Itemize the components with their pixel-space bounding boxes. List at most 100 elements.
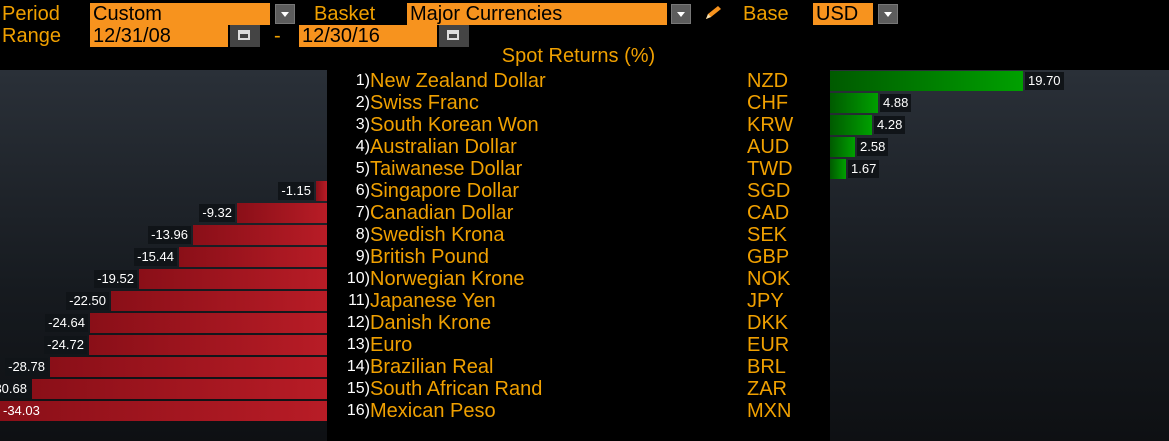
list-item[interactable]: 10) Norwegian Krone NOK [327, 268, 830, 290]
value-label: -34.03 [3, 403, 40, 418]
value-label: -9.32 [199, 204, 235, 222]
currency-name: New Zealand Dollar [370, 70, 546, 92]
value-label: -24.64 [45, 314, 88, 332]
rank-number: 4) [355, 138, 370, 155]
list-item[interactable]: 9) British Pound GBP [327, 246, 830, 268]
negative-bar [90, 313, 327, 333]
base-select[interactable]: USD [813, 3, 873, 25]
value-label: -24.72 [44, 336, 87, 354]
period-dropdown-chevron-down-icon[interactable] [275, 4, 295, 24]
currency-name: Euro [370, 334, 413, 356]
rank-number: 5) [355, 160, 370, 177]
currency-code: DKK [747, 312, 789, 334]
rank-number: 12) [346, 314, 370, 331]
rank-number: 14) [346, 358, 370, 375]
currency-code: AUD [747, 136, 790, 158]
value-label: -15.44 [134, 248, 177, 266]
value-label: 19.70 [1025, 72, 1064, 90]
list-item[interactable]: 14) Brazilian Real BRL [327, 356, 830, 378]
basket-dropdown-chevron-down-icon[interactable] [671, 4, 691, 24]
rank-number: 16) [346, 402, 370, 419]
currency-code: CHF [747, 92, 789, 114]
rank-number: 6) [355, 182, 370, 199]
currency-name: Canadian Dollar [370, 202, 514, 224]
currency-code: SGD [747, 180, 791, 202]
rank-number: 2) [355, 94, 370, 111]
period-select[interactable]: Custom [90, 3, 270, 25]
currency-code: SEK [747, 224, 788, 246]
currency-code: MXN [747, 400, 792, 422]
currency-code: JPY [747, 290, 784, 312]
list-item[interactable]: 3) South Korean Won KRW [327, 114, 830, 136]
value-label: -30.68 [0, 380, 30, 398]
rank-number: 13) [346, 336, 370, 353]
list-item[interactable]: 15) South African Rand ZAR [327, 378, 830, 400]
rank-number: 1) [355, 72, 370, 89]
list-item[interactable]: 6) Singapore Dollar SGD [327, 180, 830, 202]
positive-bar [830, 115, 872, 135]
period-label: Period [2, 3, 60, 25]
rank-number: 15) [346, 380, 370, 397]
list-item[interactable]: 13) Euro EUR [327, 334, 830, 356]
negative-bar [316, 181, 327, 201]
currency-list: 1) New Zealand Dollar NZD 2) Swiss Franc CHF 3… [327, 70, 830, 441]
currency-name: Swedish Krona [370, 224, 505, 246]
currency-code: CAD [747, 202, 790, 224]
rank-number: 7) [355, 204, 370, 221]
list-item[interactable]: 2) Swiss Franc CHF [327, 92, 830, 114]
currency-name: Mexican Peso [370, 400, 496, 422]
base-label: Base [743, 3, 789, 25]
currency-code: KRW [747, 114, 794, 136]
value-label: -1.15 [278, 182, 314, 200]
list-item[interactable]: 12) Danish Krone DKK [327, 312, 830, 334]
positive-returns-panel: 19.70 4.88 4.28 2.58 1.67 [830, 70, 1169, 441]
negative-bar [32, 379, 327, 399]
value-label: 1.67 [848, 160, 880, 178]
list-item[interactable]: 7) Canadian Dollar CAD [327, 202, 830, 224]
currency-name: Swiss Franc [370, 92, 479, 114]
value-label: -13.96 [148, 226, 191, 244]
value-label: 4.28 [874, 116, 906, 134]
rank-number: 11) [348, 292, 370, 309]
range-end-calendar-icon[interactable] [439, 25, 469, 47]
currency-name: Japanese Yen [370, 290, 496, 312]
list-item[interactable]: 16) Mexican Peso MXN [327, 400, 830, 422]
value-label: -19.52 [94, 270, 137, 288]
currency-name: Singapore Dollar [370, 180, 519, 202]
rank-number: 9) [355, 248, 370, 265]
list-item[interactable]: 11) Japanese Yen JPY [327, 290, 830, 312]
basket-label: Basket [314, 3, 376, 25]
currency-code: NZD [747, 70, 789, 92]
currency-name: British Pound [370, 246, 489, 268]
currency-code: EUR [747, 334, 790, 356]
list-item[interactable]: 1) New Zealand Dollar NZD [327, 70, 830, 92]
positive-bar [830, 137, 855, 157]
negative-returns-panel: -1.15 -9.32 -13.96 -15.44 -19.52 -22.50 -24.64… [0, 70, 327, 441]
currency-name: Norwegian Krone [370, 268, 525, 290]
positive-bar [830, 159, 846, 179]
value-label: 4.88 [880, 94, 912, 112]
range-separator: - [274, 25, 281, 47]
list-item[interactable]: 8) Swedish Krona SEK [327, 224, 830, 246]
list-item[interactable]: 4) Australian Dollar AUD [327, 136, 830, 158]
base-dropdown-chevron-down-icon[interactable] [878, 4, 898, 24]
rank-number: 10) [346, 270, 370, 287]
currency-code: TWD [747, 158, 793, 180]
value-label: -22.50 [66, 292, 109, 310]
positive-bar [830, 93, 878, 113]
value-label: -28.78 [5, 358, 48, 376]
currency-name: Taiwanese Dollar [370, 158, 523, 180]
range-end-input[interactable]: 12/30/16 [299, 25, 437, 47]
pencil-icon[interactable] [703, 4, 725, 22]
currency-code: NOK [747, 268, 791, 290]
currency-code: BRL [747, 356, 786, 378]
range-start-input[interactable]: 12/31/08 [90, 25, 228, 47]
list-item[interactable]: 5) Taiwanese Dollar TWD [327, 158, 830, 180]
chart-title: Spot Returns (%) [501, 45, 656, 67]
range-start-calendar-icon[interactable] [230, 25, 260, 47]
negative-bar [111, 291, 327, 311]
currency-name: South Korean Won [370, 114, 539, 136]
value-label: 2.58 [857, 138, 889, 156]
rank-number: 3) [355, 116, 370, 133]
basket-select[interactable]: Major Currencies [407, 3, 667, 25]
